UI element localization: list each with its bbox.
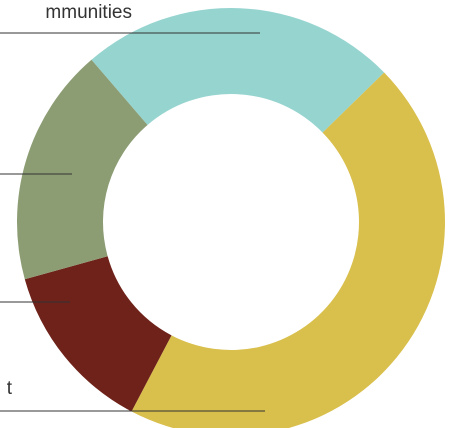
slice (17, 59, 148, 280)
slice-label: mmunities (45, 2, 132, 23)
slice (24, 256, 172, 412)
slice (91, 8, 385, 133)
slice (131, 72, 445, 428)
slice-label: t (7, 378, 13, 399)
